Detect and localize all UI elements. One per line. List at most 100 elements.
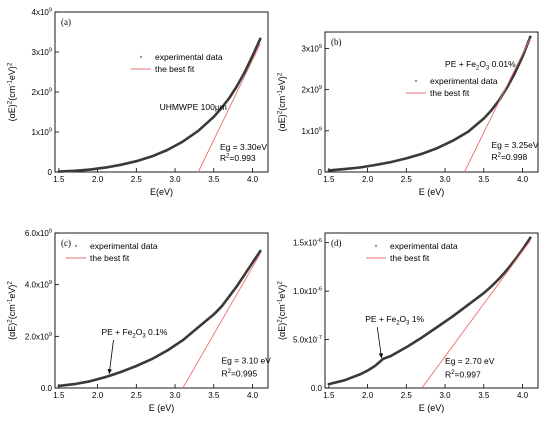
- chart-panel: 1.5 2.0 2.5 3.0 3.5 4.0 0 1x109 2x109 3x109 4x109 E…: [7, 8, 269, 197]
- data-point: [220, 106, 223, 110]
- data-point: [451, 139, 454, 142]
- data-point: [389, 160, 393, 164]
- data-point: [212, 115, 215, 119]
- x-axis-label: E (eV): [419, 187, 445, 197]
- annotation: Eg = 2.70 eV: [445, 356, 495, 366]
- annotation: Eg = 3.10 eV: [222, 355, 272, 365]
- y-tick-label: 0.0: [41, 384, 53, 393]
- y-tick-label: 5.0x10-7: [293, 335, 322, 345]
- data-point: [420, 336, 424, 339]
- data-point: [389, 354, 393, 358]
- x-tick-label: 3.5: [208, 391, 220, 400]
- x-tick-label: 4.0: [247, 391, 259, 400]
- data-point: [366, 369, 369, 372]
- data-point: [529, 35, 532, 39]
- annotation: PE + Fe2O3 1%: [365, 314, 424, 327]
- x-tick-label: 1.5: [323, 391, 335, 400]
- y-tick-label: 2x109: [302, 85, 322, 95]
- y-tick-label: 3x109: [32, 48, 52, 58]
- data-point: [374, 163, 377, 167]
- x-axis-label: E(eV): [150, 187, 173, 197]
- y-tick-label: 2.0x109: [25, 332, 52, 342]
- x-tick-label: 3.5: [478, 391, 490, 400]
- x-tick-label: 4.0: [247, 175, 259, 184]
- y-axis-label: (αE)2(cm-1eV)2: [7, 62, 18, 121]
- data-point: [343, 167, 346, 171]
- data-point: [327, 382, 331, 386]
- data-point: [482, 117, 485, 120]
- data-point: [467, 130, 470, 133]
- data-point: [482, 291, 485, 295]
- x-tick-label: 3.0: [169, 175, 181, 184]
- plot-frame: [324, 232, 539, 389]
- data-point: [505, 268, 509, 272]
- legend-entry: the best fit: [155, 64, 195, 74]
- arrow-head: [107, 369, 112, 374]
- data-point: [259, 37, 262, 40]
- data-point: [228, 96, 231, 100]
- annotation: Eg = 3.25eV: [492, 140, 539, 150]
- data-point: [405, 157, 408, 160]
- data-point: [251, 261, 254, 264]
- experimental-data-curve: [327, 35, 532, 172]
- plot-frame: [324, 31, 539, 173]
- data-point: [135, 160, 138, 163]
- best-fit-line: [182, 253, 261, 389]
- x-tick-label: 1.5: [53, 391, 65, 400]
- data-point: [490, 285, 493, 288]
- data-point: [181, 140, 184, 143]
- annotation-arrow: [376, 327, 382, 359]
- best-fit-line: [421, 240, 531, 389]
- y-tick-label: 1x109: [32, 128, 52, 138]
- data-point: [235, 84, 239, 88]
- annotation: R2=0.995: [222, 368, 258, 378]
- data-point: [358, 373, 362, 376]
- annotation: Eg = 3.30eV: [220, 142, 267, 152]
- data-point: [104, 166, 107, 169]
- data-point: [166, 349, 169, 352]
- data-point: [197, 326, 200, 329]
- chart-panel: 1.5 2.0 2.5 3.0 3.5 4.0 0.0 2.0x109 4.0x109 6.0x1…: [7, 229, 272, 414]
- annotation: R2=0.993: [220, 153, 256, 163]
- y-tick-label: 1.0x10-6: [293, 287, 322, 297]
- y-tick-label: 0.0: [311, 384, 323, 393]
- data-point: [235, 284, 239, 288]
- y-tick-label: 6.0x109: [25, 229, 52, 239]
- x-tick-label: 2.0: [362, 175, 374, 184]
- x-tick-label: 2.0: [362, 391, 374, 400]
- y-tick-label: 0: [318, 168, 323, 177]
- x-tick-label: 1.5: [323, 175, 335, 184]
- data-point: [243, 70, 246, 74]
- data-point: [220, 305, 223, 308]
- legend-entry: the best fit: [430, 88, 470, 98]
- chart-panel: 1.5 2.0 2.5 3.0 3.5 4.0 0.0 5.0x10-7 1.0x10-6 1.5…: [277, 232, 539, 413]
- data-point: [436, 325, 439, 329]
- legend-marker: [414, 79, 418, 83]
- legend-marker: [374, 244, 378, 248]
- x-tick-label: 2.0: [92, 175, 104, 184]
- data-point: [467, 303, 470, 306]
- annotation: PE + Fe2O3 0.01%: [445, 59, 516, 72]
- data-point: [88, 168, 92, 171]
- experimental-data-curve: [57, 249, 262, 388]
- x-tick-label: 3.0: [169, 391, 181, 400]
- data-point: [88, 380, 92, 383]
- experimental-data-curve: [327, 236, 532, 386]
- data-point: [166, 148, 169, 152]
- data-point: [150, 357, 154, 361]
- data-point: [181, 339, 184, 342]
- y-tick-label: 3x109: [302, 44, 322, 54]
- x-tick-label: 3.0: [439, 391, 451, 400]
- y-axis-label: (αE)2(cm-1eV)2: [7, 281, 18, 340]
- arrow-head: [378, 353, 384, 358]
- legend-marker: [74, 244, 78, 248]
- data-point: [197, 129, 200, 132]
- x-tick-label: 3.0: [439, 175, 451, 184]
- best-fit-line: [464, 37, 531, 173]
- data-point: [420, 152, 424, 156]
- plot-frame: [54, 232, 269, 389]
- y-axis-label: (αE)2(cm-1eV)2: [277, 72, 288, 131]
- data-point: [381, 357, 385, 361]
- data-point: [513, 71, 516, 75]
